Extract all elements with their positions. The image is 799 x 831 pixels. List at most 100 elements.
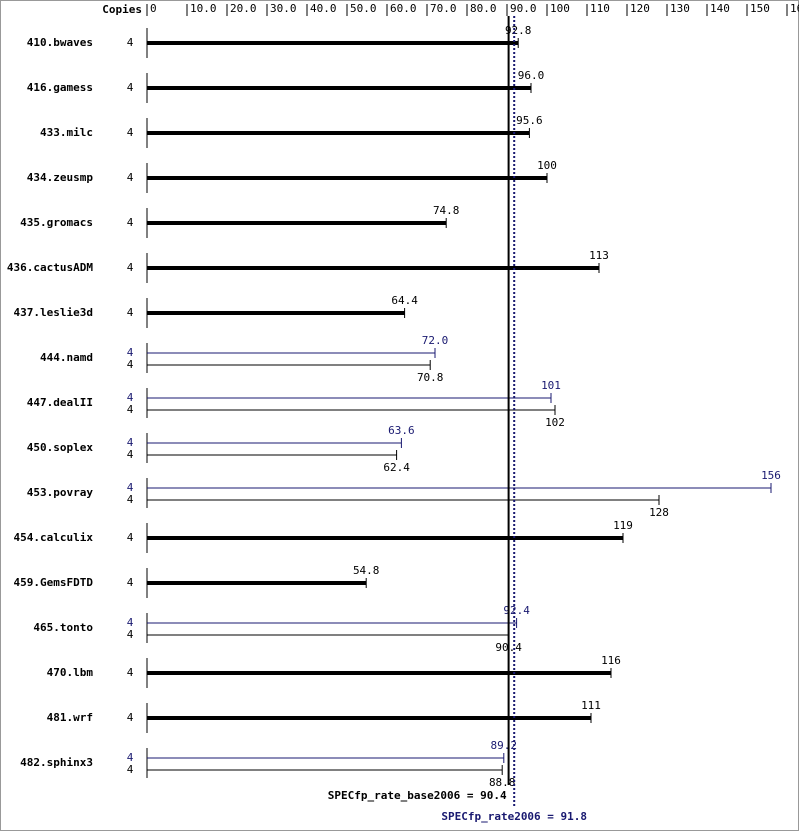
copies: 4 bbox=[127, 306, 134, 319]
benchmark-label: 434.zeusmp bbox=[27, 171, 94, 184]
bar bbox=[147, 716, 591, 720]
value-label: 92.4 bbox=[503, 604, 530, 617]
copies: 4 bbox=[127, 171, 134, 184]
bar bbox=[147, 634, 509, 636]
copies: 4 bbox=[127, 576, 134, 589]
value-label: 63.6 bbox=[388, 424, 415, 437]
x-tick-label: 70.0 bbox=[430, 2, 457, 15]
benchmark-label: 465.tonto bbox=[33, 621, 93, 634]
x-tick-label: 50.0 bbox=[350, 2, 377, 15]
bar bbox=[147, 442, 402, 444]
bar bbox=[147, 352, 435, 354]
value-label: 89.2 bbox=[491, 739, 518, 752]
x-tick-label: 130 bbox=[670, 2, 690, 15]
bar bbox=[147, 581, 367, 585]
value-label: 95.6 bbox=[516, 114, 543, 127]
benchmark-label: 482.sphinx3 bbox=[20, 756, 93, 769]
copies: 4 bbox=[127, 358, 134, 371]
copies: 4 bbox=[127, 711, 134, 724]
x-tick-label: 100 bbox=[550, 2, 570, 15]
benchmark-label: 416.gamess bbox=[27, 81, 93, 94]
value-label: 64.4 bbox=[391, 294, 418, 307]
value-label: 62.4 bbox=[383, 461, 410, 474]
bar bbox=[147, 757, 504, 759]
copies: 4 bbox=[127, 763, 134, 776]
value-label: 128 bbox=[649, 506, 669, 519]
value-label: 101 bbox=[541, 379, 561, 392]
value-label: 119 bbox=[613, 519, 633, 532]
copies: 4 bbox=[127, 666, 134, 679]
x-tick-label: 140 bbox=[710, 2, 730, 15]
benchmark-label: 450.soplex bbox=[27, 441, 94, 454]
bar bbox=[147, 86, 531, 90]
value-label: 96.0 bbox=[518, 69, 545, 82]
bar bbox=[147, 311, 405, 315]
reference-label: SPECfp_rate2006 = 91.8 bbox=[441, 810, 587, 823]
x-tick-label: 80.0 bbox=[470, 2, 497, 15]
copies: 4 bbox=[127, 531, 134, 544]
benchmark-label: 436.cactusADM bbox=[7, 261, 93, 274]
x-tick-label: 150 bbox=[750, 2, 770, 15]
benchmark-label: 410.bwaves bbox=[27, 36, 93, 49]
value-label: 100 bbox=[537, 159, 557, 172]
value-label: 70.8 bbox=[417, 371, 444, 384]
bar bbox=[147, 364, 431, 366]
value-label: 156 bbox=[761, 469, 781, 482]
bar bbox=[147, 622, 517, 624]
benchmark-label: 453.povray bbox=[27, 486, 94, 499]
bar bbox=[147, 221, 447, 225]
copies: 4 bbox=[127, 403, 134, 416]
value-label: 54.8 bbox=[353, 564, 380, 577]
x-tick-label: 20.0 bbox=[230, 2, 257, 15]
value-label: 111 bbox=[581, 699, 601, 712]
value-label: 72.0 bbox=[422, 334, 449, 347]
copies: 4 bbox=[127, 81, 134, 94]
x-tick-label: 110 bbox=[590, 2, 610, 15]
bar bbox=[147, 41, 519, 45]
copies: 4 bbox=[127, 436, 134, 449]
copies: 4 bbox=[127, 481, 134, 494]
copies: 4 bbox=[127, 126, 134, 139]
bar bbox=[147, 176, 547, 180]
copies-header: Copies bbox=[102, 3, 142, 16]
bar bbox=[147, 397, 551, 399]
x-tick-label: 30.0 bbox=[270, 2, 297, 15]
benchmark-label: 444.namd bbox=[40, 351, 93, 364]
copies: 4 bbox=[127, 751, 134, 764]
reference-label: SPECfp_rate_base2006 = 90.4 bbox=[328, 789, 507, 802]
value-label: 92.8 bbox=[505, 24, 532, 37]
x-tick-label: 160 bbox=[790, 2, 799, 15]
benchmark-label: 470.lbm bbox=[47, 666, 94, 679]
bar bbox=[147, 536, 623, 540]
benchmark-label: 454.calculix bbox=[14, 531, 94, 544]
bar bbox=[147, 131, 530, 135]
copies: 4 bbox=[127, 261, 134, 274]
benchmark-label: 437.leslie3d bbox=[14, 306, 93, 319]
x-tick-label: 60.0 bbox=[390, 2, 417, 15]
x-tick-label: 90.0 bbox=[510, 2, 537, 15]
copies: 4 bbox=[127, 216, 134, 229]
copies: 4 bbox=[127, 616, 134, 629]
bar bbox=[147, 454, 397, 456]
copies: 4 bbox=[127, 628, 134, 641]
benchmark-label: 447.dealII bbox=[27, 396, 93, 409]
bar bbox=[147, 769, 503, 771]
x-tick-label: 0 bbox=[150, 2, 157, 15]
value-label: 116 bbox=[601, 654, 621, 667]
copies: 4 bbox=[127, 391, 134, 404]
copies: 4 bbox=[127, 36, 134, 49]
copies: 4 bbox=[127, 448, 134, 461]
copies: 4 bbox=[127, 346, 134, 359]
benchmark-label: 459.GemsFDTD bbox=[14, 576, 94, 589]
bar bbox=[147, 499, 659, 501]
x-tick-label: 120 bbox=[630, 2, 650, 15]
benchmark-label: 481.wrf bbox=[47, 711, 93, 724]
value-label: 88.8 bbox=[489, 776, 516, 789]
value-label: 74.8 bbox=[433, 204, 460, 217]
copies: 4 bbox=[127, 493, 134, 506]
benchmark-label: 433.milc bbox=[40, 126, 93, 139]
x-tick-label: 10.0 bbox=[190, 2, 217, 15]
bar bbox=[147, 671, 611, 675]
